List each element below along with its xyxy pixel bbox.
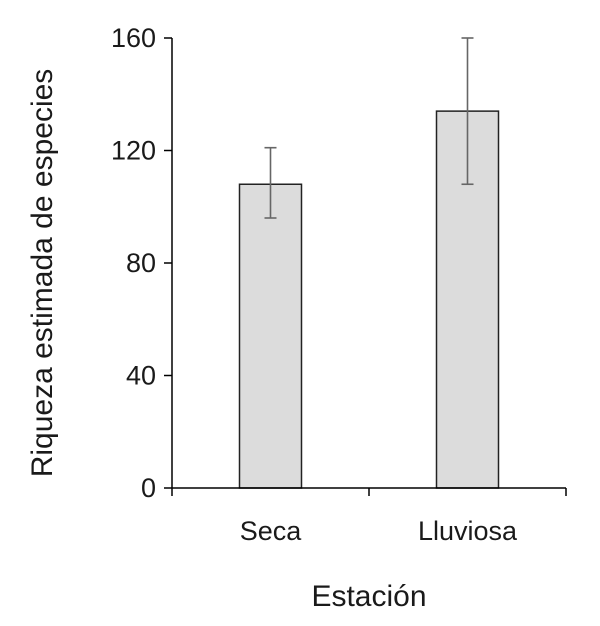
y-tick-label: 40	[126, 361, 156, 391]
y-tick-label: 0	[141, 473, 156, 503]
error-bars	[264, 37, 474, 219]
x-axis-tick-labels: Seca Lluviosa	[240, 516, 518, 546]
y-axis-ticks: 0 40 80 120 160	[111, 23, 567, 503]
y-tick-label: 120	[111, 136, 156, 166]
bars	[238, 110, 500, 489]
x-axis-title: Estación	[311, 580, 426, 613]
x-tick-label-lluviosa: Lluviosa	[418, 516, 518, 546]
error-bar-lluviosa	[461, 37, 474, 186]
bar-seca	[238, 183, 303, 489]
y-tick-label: 160	[111, 23, 156, 53]
y-tick-label: 80	[126, 248, 156, 278]
x-tick-label-seca: Seca	[240, 516, 303, 546]
error-bar-seca	[264, 146, 277, 219]
y-axis-title: Riqueza estimada de especies	[26, 69, 59, 478]
